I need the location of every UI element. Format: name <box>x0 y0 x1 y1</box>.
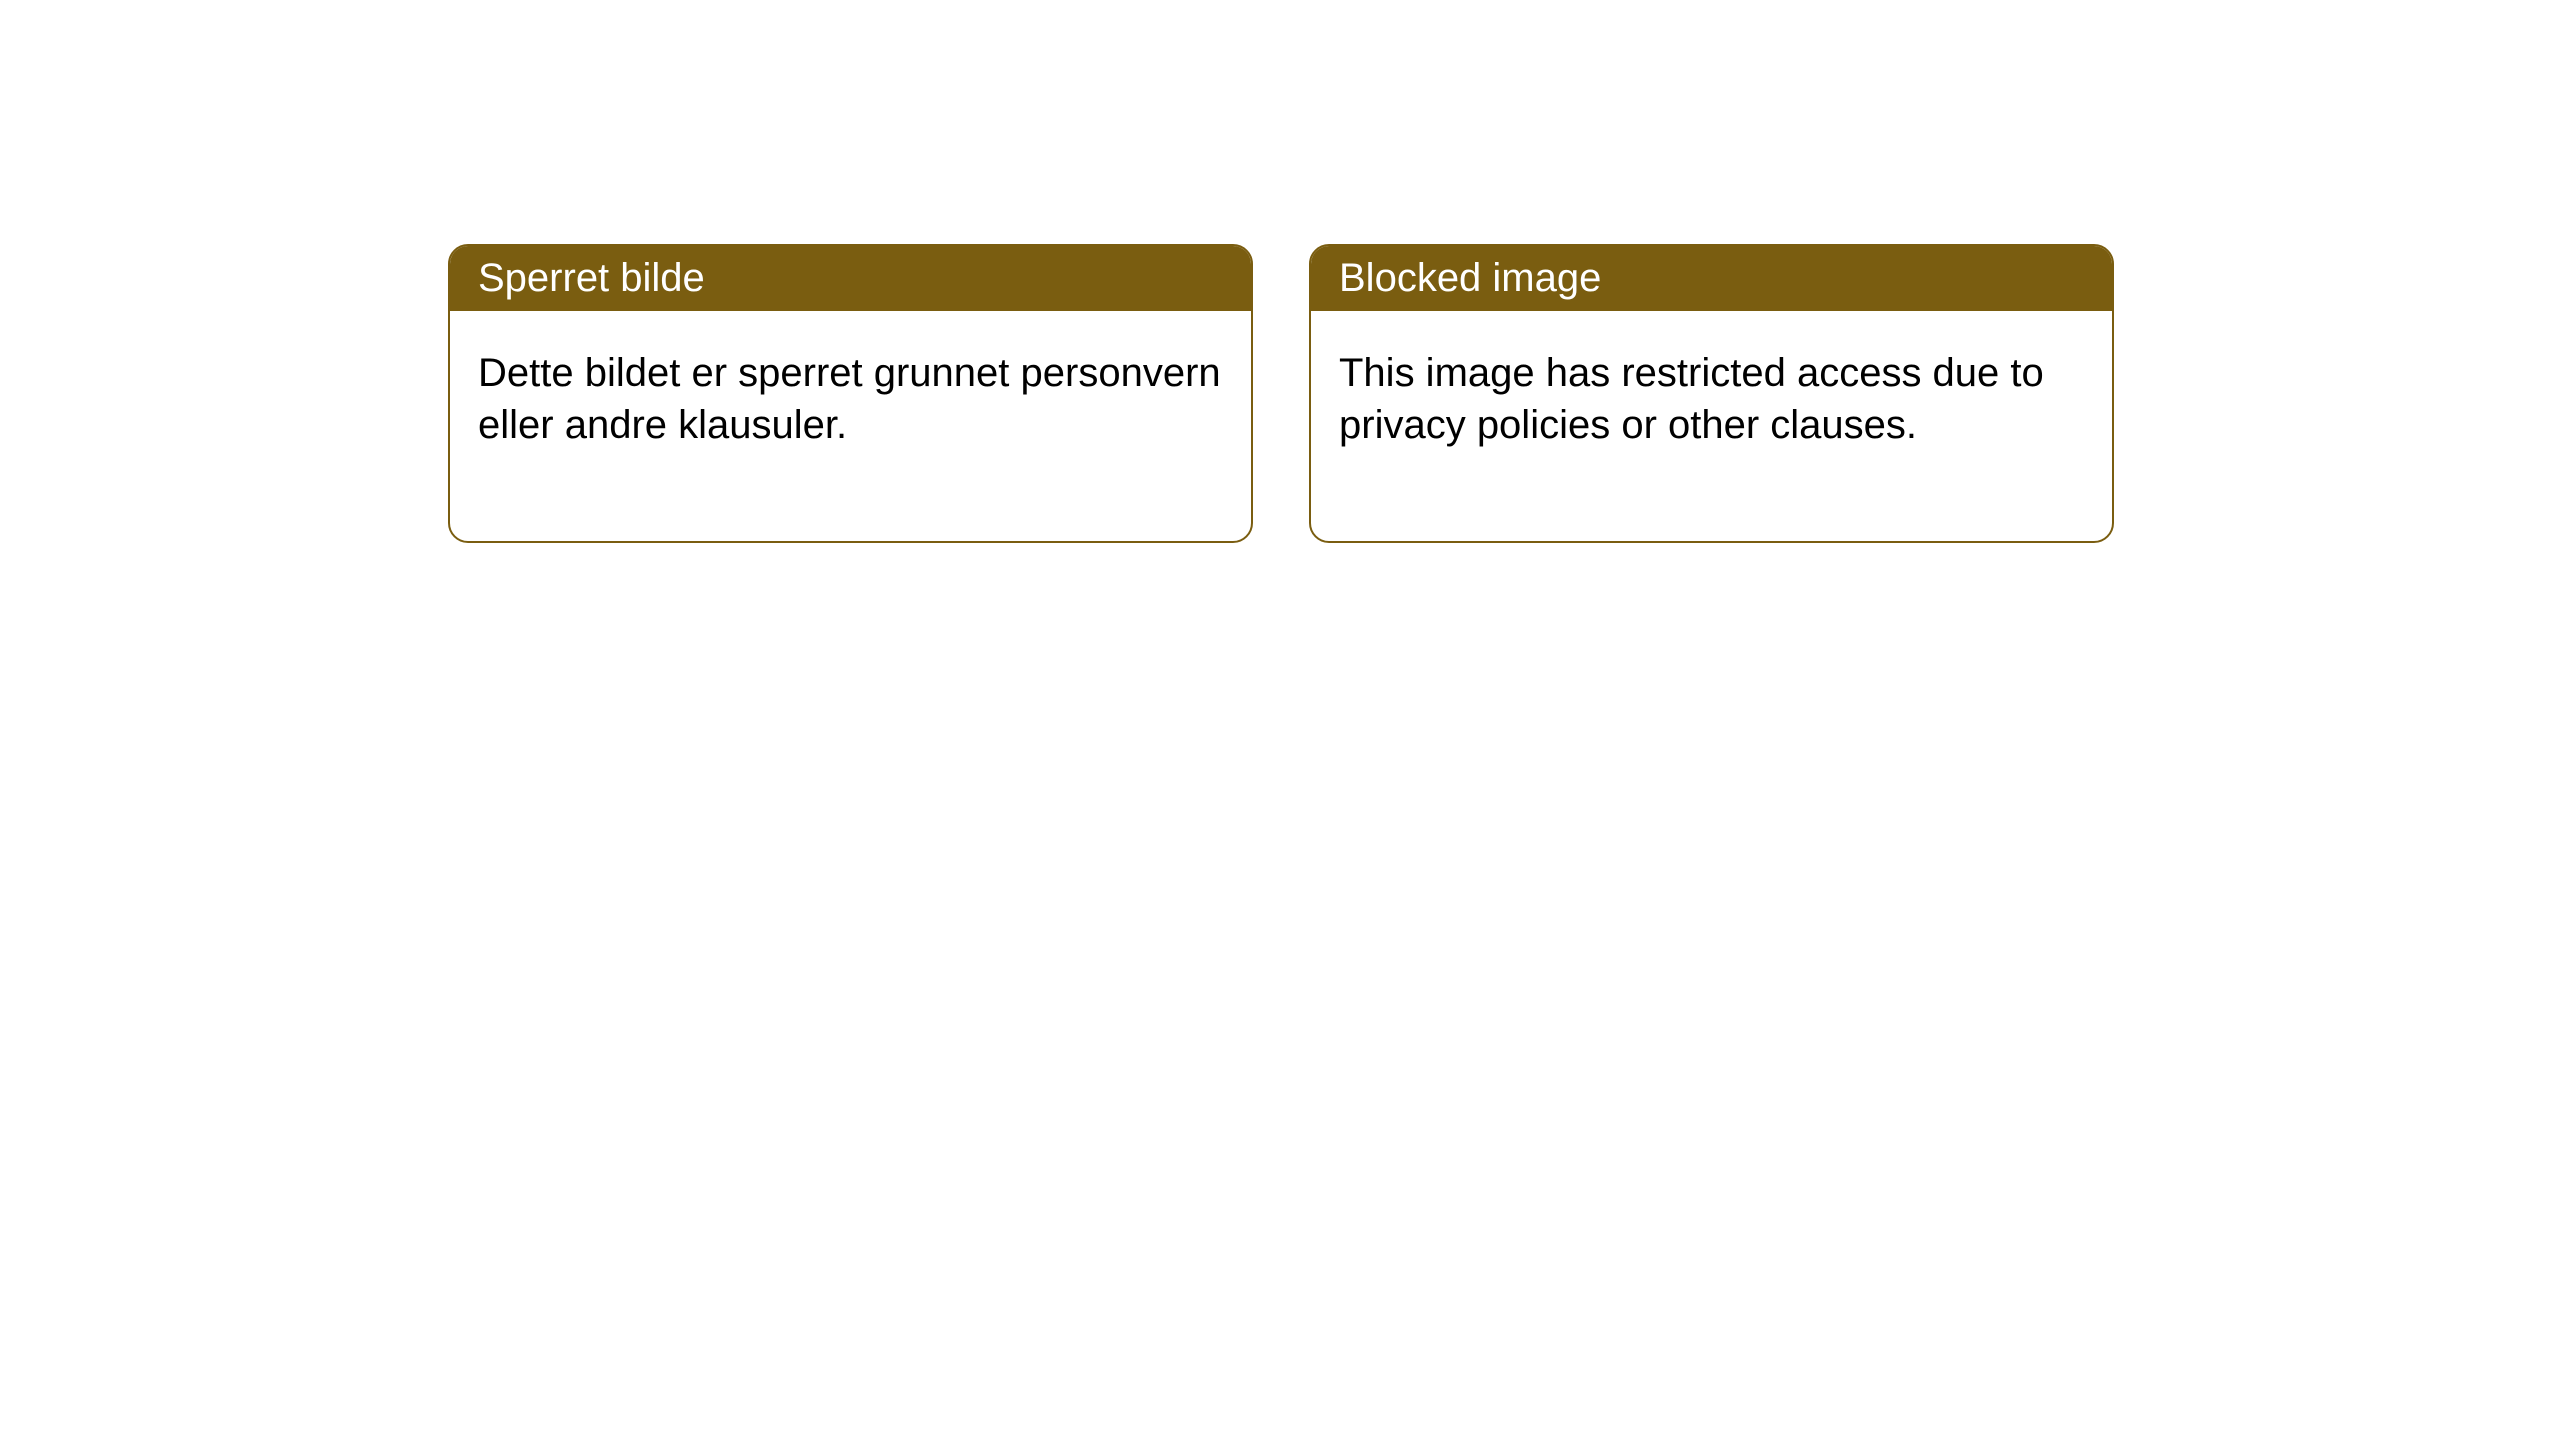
notice-title-en: Blocked image <box>1311 246 2112 311</box>
notice-card-norwegian: Sperret bilde Dette bildet er sperret gr… <box>448 244 1253 543</box>
notice-body-en: This image has restricted access due to … <box>1311 311 2112 541</box>
notice-title-no: Sperret bilde <box>450 246 1251 311</box>
notice-container: Sperret bilde Dette bildet er sperret gr… <box>0 0 2560 543</box>
notice-body-no: Dette bildet er sperret grunnet personve… <box>450 311 1251 541</box>
notice-card-english: Blocked image This image has restricted … <box>1309 244 2114 543</box>
